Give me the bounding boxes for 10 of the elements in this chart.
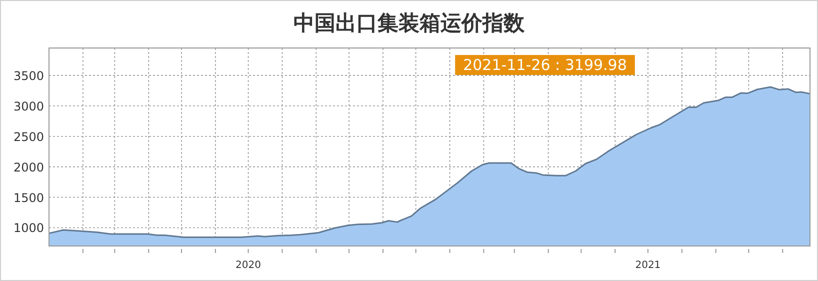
x-tick-label: 2020 [236,260,262,271]
x-tick-label: 2021 [635,260,661,271]
chart-title: 中国出口集装箱运价指数 [294,11,526,35]
y-tick-label: 3500 [13,68,44,83]
y-tick-label: 2500 [13,130,44,144]
y-tick-label: 1500 [13,190,44,205]
y-tick-label: 2000 [13,160,44,174]
y-tick-label: 1000 [13,221,44,236]
y-tick-label: 3000 [13,99,44,114]
annotation: 2021-11-26 : 3199.98 [463,56,627,74]
